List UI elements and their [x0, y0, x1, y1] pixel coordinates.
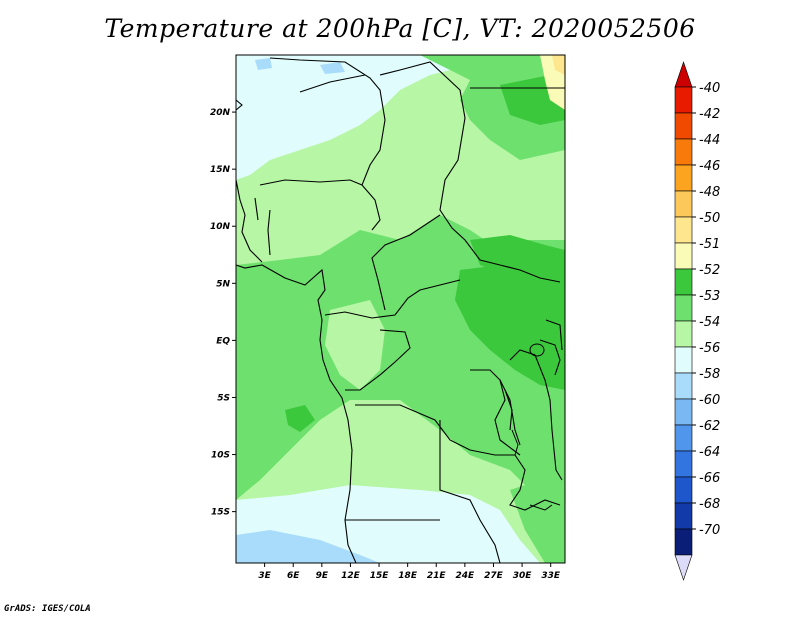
- colorbar-swatch: [674, 164, 693, 192]
- lat-tick-label: 15S: [211, 508, 230, 518]
- lat-tick-label: 5S: [217, 393, 230, 403]
- coastline-borders: [235, 57, 565, 564]
- field-west-light: [325, 300, 385, 390]
- colorbar-swatch: [674, 502, 693, 530]
- field-east-light: [515, 170, 565, 230]
- colorbar-label: -50: [699, 211, 720, 226]
- field-nw-spot: [255, 58, 272, 70]
- colorbar-label: -48: [699, 185, 720, 200]
- colorbar-label: -46: [699, 159, 720, 174]
- colorbar-swatch: [674, 138, 693, 166]
- colorbar-label: -70: [699, 523, 720, 538]
- colorbar-swatch: [674, 190, 693, 218]
- map-frame: [235, 54, 566, 564]
- colorbar-label: -64: [699, 445, 720, 460]
- lon-tick-label: 6E: [287, 571, 300, 581]
- colorbar-label: -54: [699, 315, 720, 330]
- field-ne-warmer: [552, 55, 565, 75]
- colorbar-swatch: [674, 424, 693, 452]
- colorbar-swatch: [674, 242, 693, 270]
- lakes: [511, 343, 553, 511]
- colorbar-label: -66: [699, 471, 720, 486]
- colorbar-label: -58: [699, 367, 720, 382]
- lon-tick-label: 33E: [541, 571, 561, 581]
- colorbar-label: -44: [699, 133, 720, 148]
- lat-tick-label: 20N: [210, 108, 231, 118]
- longitude-axis: 3E 6E 9E 12E 15E 18E 21E 24E 27E 30E 33E: [258, 563, 561, 581]
- colorbar-label: -60: [699, 393, 720, 408]
- colorbar-label: -52: [699, 263, 720, 278]
- field-southeast-green: [510, 470, 565, 563]
- colorbar-label: -56: [699, 341, 720, 356]
- lat-tick-label: 15N: [210, 165, 231, 175]
- colorbar-label: -62: [699, 419, 720, 434]
- lon-tick-label: 18E: [398, 571, 418, 581]
- field-south-light: [350, 400, 510, 495]
- colorbar-label: -51: [699, 237, 720, 252]
- colorbar-swatch: [674, 268, 693, 296]
- lat-tick-label: EQ: [216, 336, 230, 346]
- lon-tick-label: 24E: [456, 571, 476, 581]
- colorbar-swatch: [674, 528, 693, 556]
- field-central-dark: [285, 405, 315, 432]
- lat-tick-label: 10S: [211, 451, 230, 461]
- lon-tick-label: 30E: [513, 571, 533, 581]
- latitude-axis: 20N 15N 10N 5N EQ 5S 10S 15S: [210, 108, 236, 518]
- lon-tick-label: 12E: [341, 571, 361, 581]
- colorbar-bottom-cap: [674, 554, 693, 581]
- colorbar-swatch: [674, 216, 693, 244]
- colorbar-label: -68: [699, 497, 720, 512]
- field-nw-spot-2: [320, 62, 345, 74]
- lat-tick-label: 5N: [216, 279, 230, 289]
- colorbar-label: -53: [699, 289, 720, 304]
- lon-tick-label: 9E: [316, 571, 329, 581]
- lon-tick-label: 3E: [258, 571, 271, 581]
- colorbar-label: -40: [699, 81, 720, 96]
- lat-tick-label: 10N: [210, 222, 231, 232]
- colorbar-swatch: [674, 372, 693, 400]
- map-title: Temperature at 200hPa [C], VT: 202005250…: [104, 14, 696, 43]
- field-south-colder: [236, 530, 380, 563]
- colorbar-swatch: [674, 398, 693, 426]
- colorbar-swatch: [674, 112, 693, 140]
- field-nw-cold: [236, 55, 470, 180]
- colorbar-swatch: [674, 320, 693, 348]
- field-east-darkgreen: [455, 265, 565, 390]
- lon-tick-label: 15E: [370, 571, 390, 581]
- lon-tick-label: 27E: [484, 571, 504, 581]
- colorbar-swatch: [674, 346, 693, 374]
- colorbar-swatch: [674, 476, 693, 504]
- colorbar-label: -42: [699, 107, 720, 122]
- colorbar-swatch: [674, 294, 693, 322]
- field-ne-darkgreen-2: [470, 235, 565, 285]
- grads-credit: GrADS: IGES/COLA: [4, 604, 91, 614]
- colorbar-top-cap: [674, 61, 693, 88]
- colorbar-swatch: [674, 86, 693, 114]
- lon-tick-label: 21E: [427, 571, 447, 581]
- colorbar-swatch: [674, 450, 693, 478]
